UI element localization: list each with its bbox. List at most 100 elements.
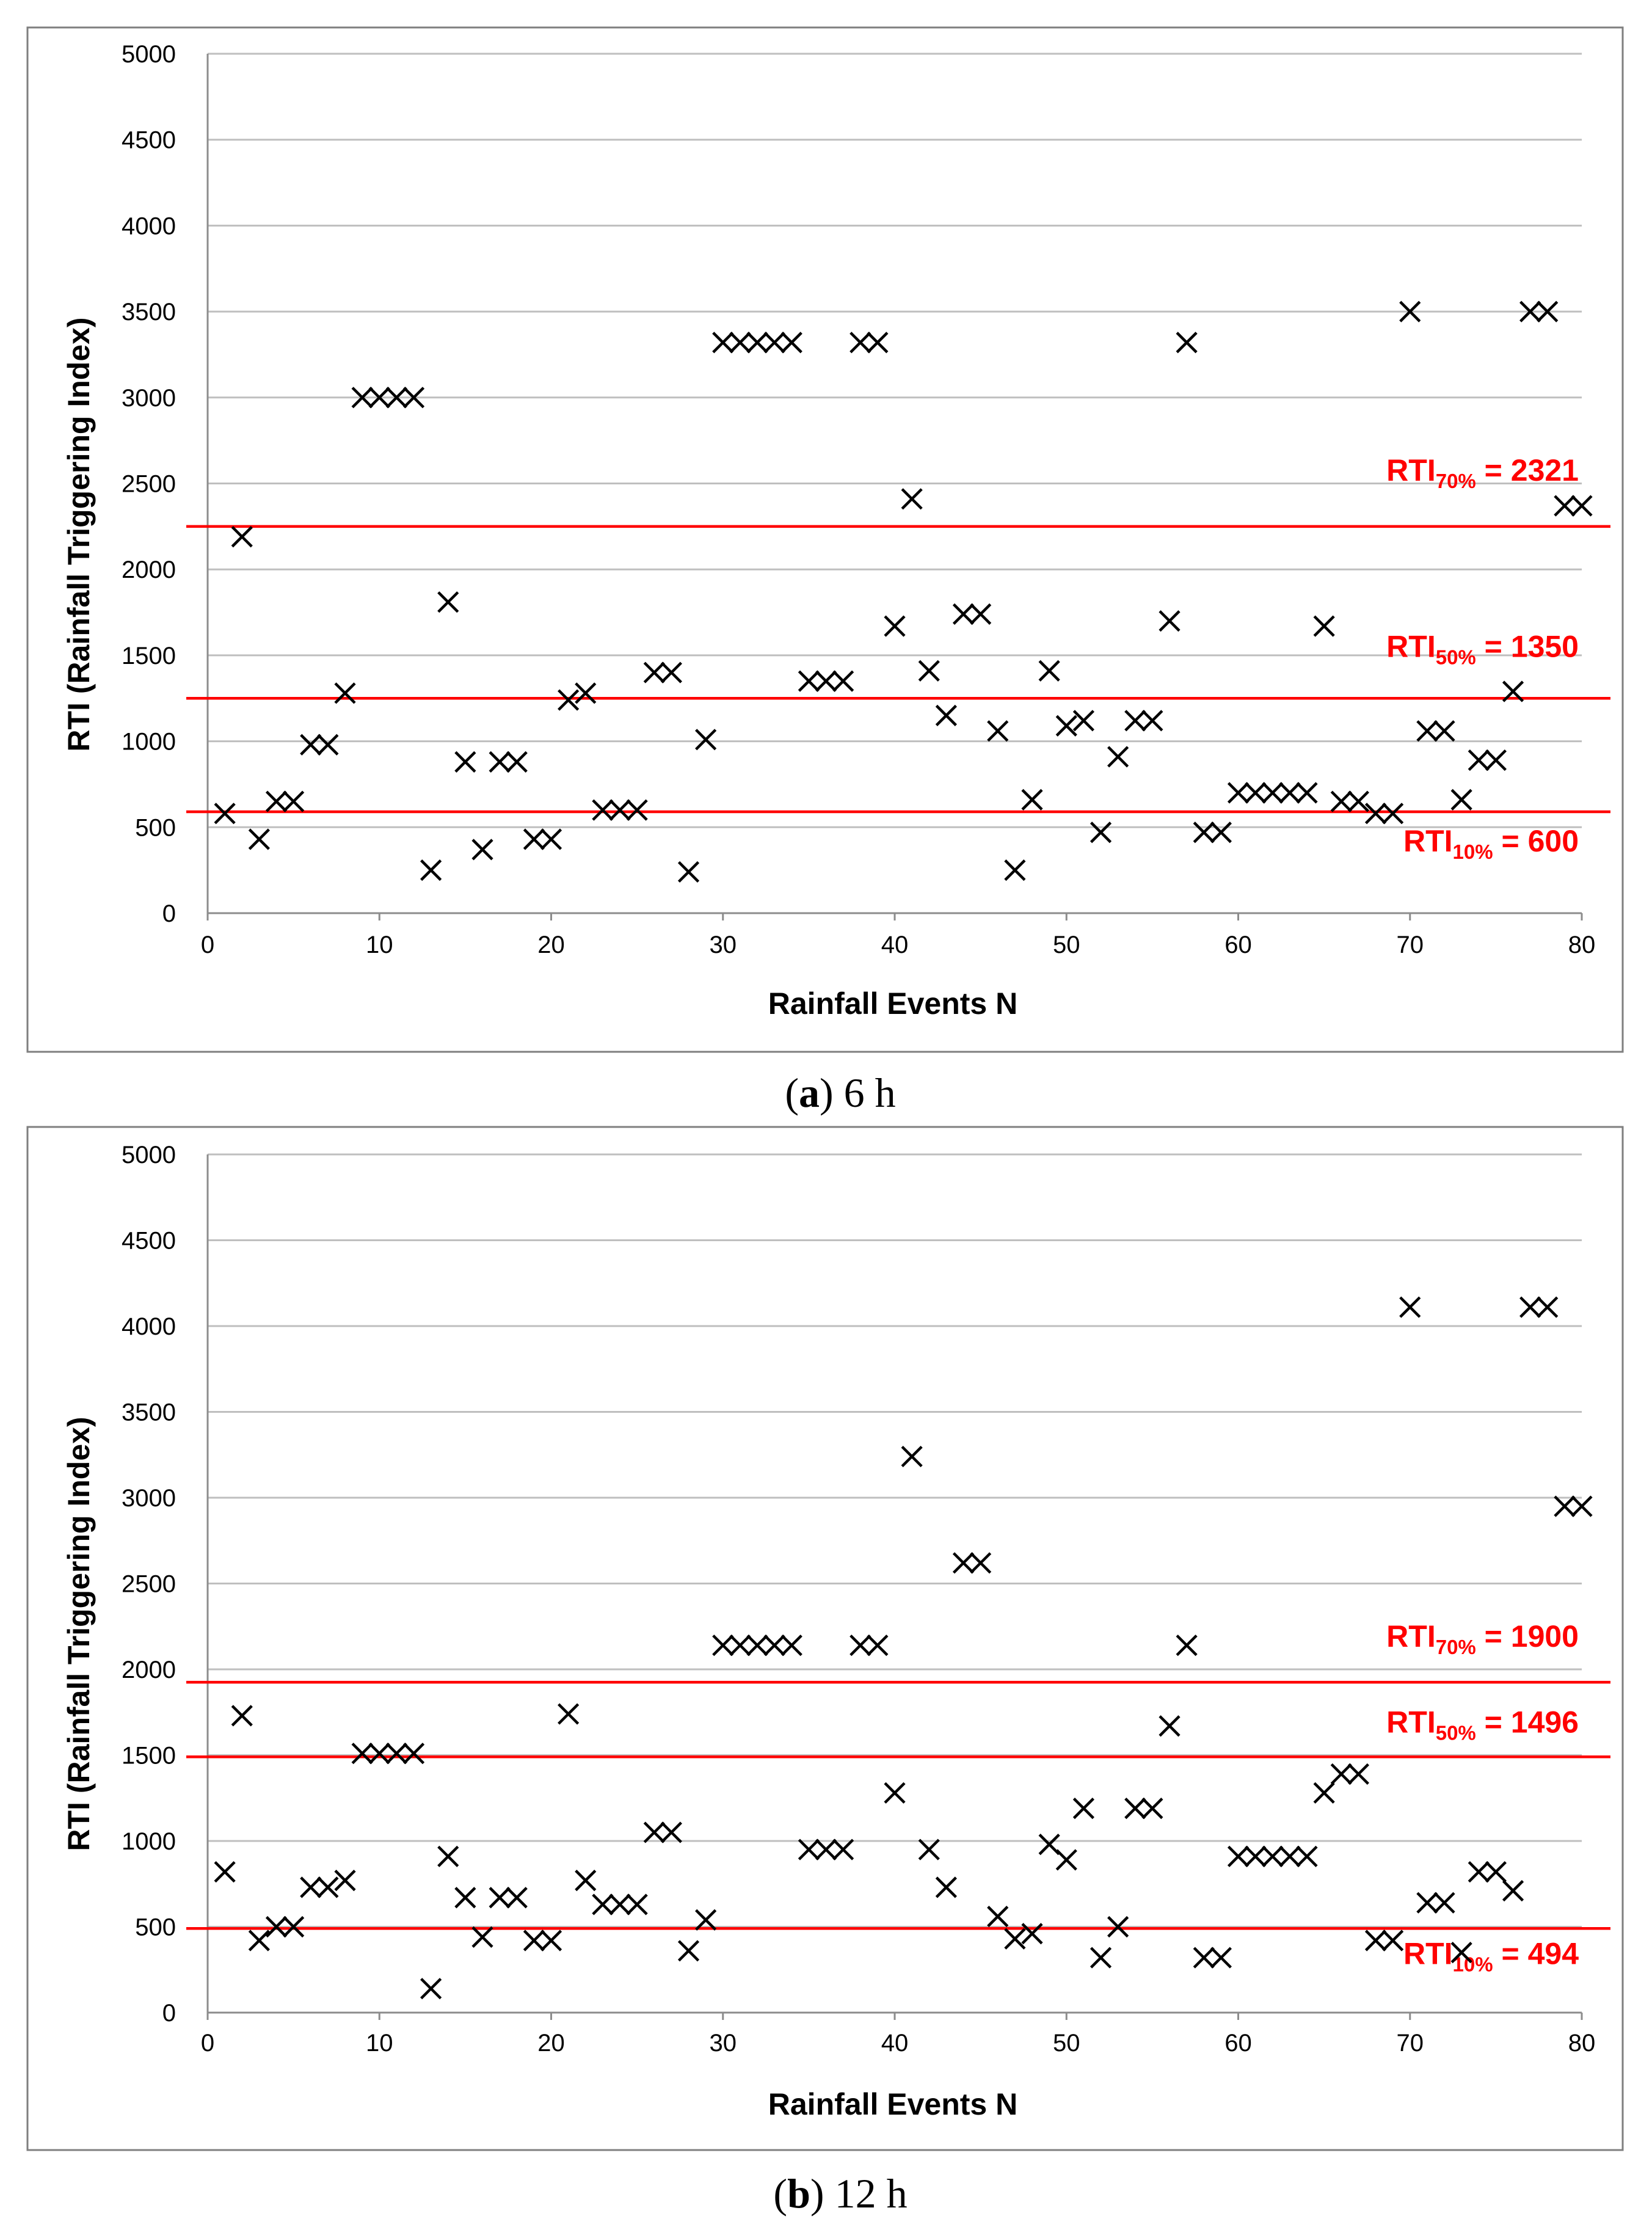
threshold-label-subscript: 50% — [1436, 1721, 1476, 1744]
panel-a-data-point — [1330, 790, 1352, 812]
panel-a-data-point — [712, 332, 734, 354]
panel-b-data-point — [506, 1887, 528, 1909]
panel-b-data-point — [1468, 1861, 1490, 1883]
panel-a-threshold-label-50pct: RTI50% = 1350 — [1386, 629, 1579, 668]
marker-stroke — [712, 332, 734, 354]
panel-a-data-point — [214, 803, 236, 825]
panel-b-data-point — [1210, 1947, 1232, 1969]
marker-stroke — [712, 1635, 734, 1657]
marker-stroke — [781, 332, 802, 354]
panel-b-data-point — [1193, 1947, 1215, 1969]
panel-b-data-point — [1554, 1495, 1576, 1517]
panel-b-data-point — [1159, 1715, 1181, 1737]
panel-a-data-point — [815, 670, 837, 692]
panel-a-data-points — [214, 301, 1593, 883]
marker-stroke — [506, 751, 528, 773]
marker-stroke — [970, 603, 992, 625]
marker-stroke — [1107, 1915, 1129, 1938]
panel-a-data-point — [523, 828, 545, 850]
panel-b-data-point — [471, 1926, 493, 1948]
panel-a-gridlines — [206, 53, 1582, 914]
panel-a-y-ticks: 0 500 1000 1500 2000 2500 3000 3500 4000 4500 5000 — [122, 41, 176, 927]
panel-a-data-point — [677, 861, 700, 883]
panel-a-y-tick-label: 500 — [135, 814, 176, 841]
panel-b-data-point — [558, 1703, 580, 1725]
panel-b-data-point — [214, 1861, 236, 1883]
panel-b-data-point — [798, 1839, 820, 1861]
threshold-label-subscript: 70% — [1436, 1636, 1476, 1658]
panel-b-y-tick-label: 4500 — [122, 1228, 176, 1255]
marker-stroke — [918, 660, 940, 682]
panel-a-caption: (a) 6 h — [785, 1070, 895, 1116]
marker-stroke — [1055, 1849, 1077, 1871]
marker-stroke — [643, 662, 665, 683]
marker-stroke — [1537, 1296, 1559, 1318]
panel-a-data-point — [558, 689, 580, 711]
marker-stroke — [471, 1926, 493, 1948]
threshold-label-value: = 494 — [1493, 1936, 1579, 1970]
marker-stroke — [1502, 680, 1524, 702]
marker-stroke — [1004, 1928, 1026, 1950]
panel-b-x-tick-label: 40 — [881, 2030, 909, 2057]
marker-stroke — [987, 1906, 1009, 1928]
panel-a-data-point — [1519, 301, 1541, 323]
marker-stroke — [695, 729, 717, 751]
panel-b-data-point — [1090, 1947, 1112, 1969]
panel-b-data-point — [1313, 1782, 1335, 1804]
marker-stroke — [1450, 789, 1472, 811]
marker-stroke — [884, 615, 906, 637]
panel-b-data-point — [283, 1915, 305, 1938]
marker-stroke — [626, 1893, 648, 1915]
panel-a-data-point — [660, 662, 682, 683]
marker-stroke — [1210, 822, 1232, 844]
marker-stroke — [575, 1870, 597, 1892]
marker-stroke — [1399, 301, 1421, 323]
panel-b-data-point — [677, 1940, 700, 1962]
panel-b-data-point — [935, 1876, 957, 1898]
panel-a-data-point — [850, 332, 871, 354]
panel-b-caption-letter: b — [787, 2170, 810, 2217]
marker-stroke — [1347, 790, 1369, 812]
marker-stroke — [1159, 610, 1181, 632]
panel-b-data-point — [437, 1845, 459, 1867]
marker-stroke — [1537, 301, 1559, 323]
panel-a-data-point — [506, 751, 528, 773]
marker-stroke — [970, 1552, 992, 1574]
marker-stroke — [763, 1635, 785, 1657]
marker-stroke — [1021, 1923, 1043, 1945]
panel-a-data-point — [626, 799, 648, 821]
panel-b-data-point — [643, 1821, 665, 1843]
panel-b-data-point — [592, 1893, 614, 1915]
marker-stroke — [1193, 822, 1215, 844]
marker-stroke — [729, 332, 751, 354]
marker-stroke — [1313, 1782, 1335, 1804]
marker-stroke — [677, 861, 700, 883]
panel-a-data-point — [1176, 332, 1198, 354]
panel-a-y-axis-label: RTI (Rainfall Triggering Index) — [62, 317, 96, 751]
panel-a-y-tick-label: 3500 — [122, 299, 176, 326]
panel-b-data-point — [746, 1635, 768, 1657]
panel-b-data-point — [901, 1445, 923, 1468]
marker-stroke — [231, 526, 253, 548]
marker-stroke — [1262, 1845, 1284, 1867]
marker-stroke — [609, 799, 631, 821]
panel-a-data-point — [420, 859, 442, 881]
panel-b-data-point — [1330, 1763, 1352, 1785]
marker-stroke — [832, 1839, 854, 1861]
panel-b-data-point — [523, 1930, 545, 1952]
panel-b-data-point — [317, 1876, 339, 1898]
marker-stroke — [454, 751, 476, 773]
marker-stroke — [1245, 1845, 1267, 1867]
panel-b-threshold-label-50pct: RTI50% = 1496 — [1386, 1705, 1579, 1744]
panel-b-data-point — [1450, 1942, 1472, 1964]
marker-stroke — [935, 704, 957, 726]
panel-a-data-point — [265, 790, 288, 812]
marker-stroke — [283, 1915, 305, 1938]
panel-a-data-point — [1262, 782, 1284, 804]
threshold-label-name: RTI — [1386, 1705, 1436, 1739]
marker-stroke — [867, 1635, 889, 1657]
marker-stroke — [540, 1930, 562, 1952]
panel-a-threshold-label-70pct: RTI70% = 2321 — [1386, 453, 1579, 492]
panel-b-data-point — [1519, 1296, 1541, 1318]
panel-a-y-tick-label: 0 — [162, 900, 176, 927]
